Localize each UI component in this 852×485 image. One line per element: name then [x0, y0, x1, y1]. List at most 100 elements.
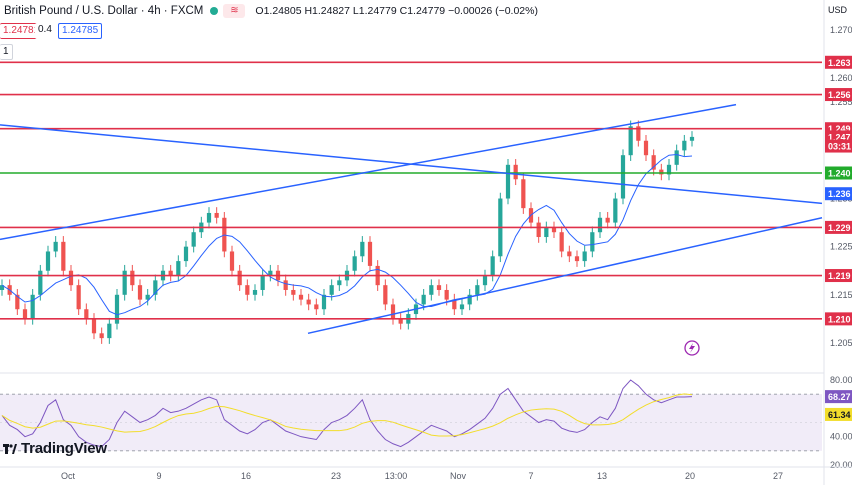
price-label: 1.229 — [828, 223, 851, 233]
price-label: 1.247 — [828, 132, 851, 142]
wave-icon[interactable]: ≋ — [223, 4, 246, 18]
buy-price-button[interactable]: 1.24785 — [58, 23, 103, 39]
lightning-icon[interactable] — [684, 340, 700, 356]
indicator-count: 1 — [3, 46, 9, 57]
candle — [582, 251, 587, 262]
price-axis[interactable] — [824, 0, 852, 485]
candle — [314, 304, 319, 310]
spread-text: 0.4 — [38, 24, 52, 35]
candle — [15, 294, 20, 310]
candle — [467, 294, 472, 305]
candle — [505, 164, 511, 199]
candle — [666, 164, 672, 175]
rsi-label-bg — [825, 407, 852, 421]
time-tick: Nov — [450, 471, 467, 481]
moving-average-line — [1, 153, 693, 316]
price-label-bg — [825, 187, 852, 201]
price-label-bg — [825, 220, 852, 234]
currency-label: USD — [828, 5, 848, 15]
candle — [521, 179, 526, 209]
candle — [283, 280, 288, 290]
candle — [260, 275, 265, 290]
candle — [574, 256, 580, 262]
candle — [689, 136, 695, 141]
price-tick: 1.225 — [830, 242, 852, 252]
tradingview-logo-text: TradingView — [21, 440, 107, 457]
candle — [605, 217, 610, 223]
candle — [337, 280, 342, 286]
tradingview-logo[interactable]: TradingView — [3, 440, 107, 457]
rsi-tick: 80.00 — [830, 375, 852, 385]
candle — [114, 294, 120, 324]
candle — [298, 294, 304, 300]
candle — [61, 241, 66, 271]
candle — [482, 275, 488, 286]
candle — [452, 299, 457, 310]
candle — [38, 270, 43, 295]
price-label: 1.236 — [828, 189, 851, 199]
candle — [674, 150, 679, 165]
candle — [176, 261, 181, 276]
candle — [99, 333, 104, 339]
candle — [145, 294, 150, 300]
candle — [475, 285, 480, 295]
candle — [53, 241, 58, 252]
tradingview-logo-icon — [3, 443, 17, 455]
lightning-bolt-icon — [689, 343, 695, 353]
price-label: 1.240 — [828, 169, 851, 179]
candle — [352, 256, 357, 271]
descending-trendline[interactable] — [0, 124, 823, 205]
symbol-title[interactable]: British Pound / U.S. Dollar · 4h · FXCM — [4, 5, 204, 17]
spread-value: 0.4 — [35, 23, 55, 39]
candle — [76, 285, 81, 310]
price-label-bg — [825, 55, 852, 69]
candle — [237, 270, 242, 286]
rsi-ma-line — [1, 393, 693, 437]
candle — [168, 270, 173, 276]
buy-price: 1.24785 — [62, 25, 99, 36]
candle — [252, 289, 258, 295]
candle — [360, 241, 365, 257]
candle — [84, 309, 89, 319]
rsi-tick: 40.00 — [830, 432, 852, 442]
candle — [421, 294, 426, 305]
candle — [91, 318, 97, 334]
sell-price: 1.24781 — [3, 25, 40, 36]
candle — [22, 309, 28, 319]
price-label-bg — [825, 166, 852, 180]
candle — [559, 232, 564, 252]
candle — [183, 246, 189, 262]
candle — [651, 155, 656, 170]
candle — [191, 232, 196, 247]
candle — [551, 227, 557, 233]
indicator-count-badge[interactable]: 1 — [0, 44, 13, 60]
candle — [536, 222, 541, 238]
candle — [429, 285, 434, 295]
rsi-label-bg — [825, 390, 852, 404]
time-tick: 7 — [528, 471, 533, 481]
price-label-bg — [825, 312, 852, 326]
time-tick: 13 — [597, 471, 607, 481]
rsi-tick: 20.00 — [830, 460, 852, 470]
candle — [245, 285, 250, 295]
candle — [613, 198, 618, 223]
candle — [490, 256, 495, 276]
ascending-lower-trendline[interactable] — [307, 217, 823, 335]
candle — [513, 164, 518, 180]
candle — [628, 126, 633, 156]
price-tick: 1.255 — [830, 97, 852, 107]
price-label: 1.210 — [828, 314, 851, 324]
chart-header: British Pound / U.S. Dollar · 4h · FXCM … — [0, 3, 538, 19]
rsi-label: 61.34 — [828, 410, 851, 420]
candle — [636, 126, 641, 141]
candle — [436, 285, 442, 290]
candle — [383, 285, 388, 305]
rsi-line — [1, 379, 693, 448]
candle — [68, 270, 74, 286]
ascending-upper-trendline[interactable] — [0, 103, 737, 241]
candle — [107, 323, 112, 339]
candle — [590, 232, 595, 252]
candle — [643, 140, 649, 156]
candle — [130, 270, 135, 286]
